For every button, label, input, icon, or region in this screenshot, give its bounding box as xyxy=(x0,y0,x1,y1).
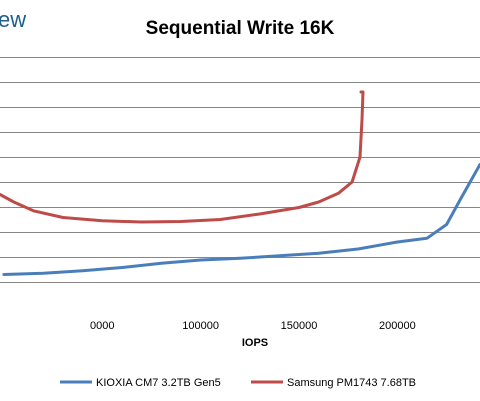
legend-label-samsung: Samsung PM1743 7.68TB xyxy=(287,377,416,389)
x-tick-label: 0000 xyxy=(90,320,114,332)
x-tick-label: 150000 xyxy=(281,320,318,332)
x-tick-label: 100000 xyxy=(182,320,219,332)
x-axis-label: IOPS xyxy=(242,337,268,349)
x-tick-label: 200000 xyxy=(379,320,416,332)
legend: KIOXIA CM7 3.2TB Gen5 Samsung PM1743 7.6… xyxy=(60,377,416,389)
chart-title: Sequential Write 16K xyxy=(146,18,335,39)
logo-fragment: ew xyxy=(0,7,26,32)
gridlines xyxy=(0,57,480,283)
series-line-kioxia xyxy=(2,163,480,276)
legend-label-kioxia: KIOXIA CM7 3.2TB Gen5 xyxy=(96,377,221,389)
series-lines xyxy=(0,90,480,276)
series-line-samsung xyxy=(0,90,365,224)
x-tick-labels: 0000 100000 150000 200000 xyxy=(90,320,416,332)
